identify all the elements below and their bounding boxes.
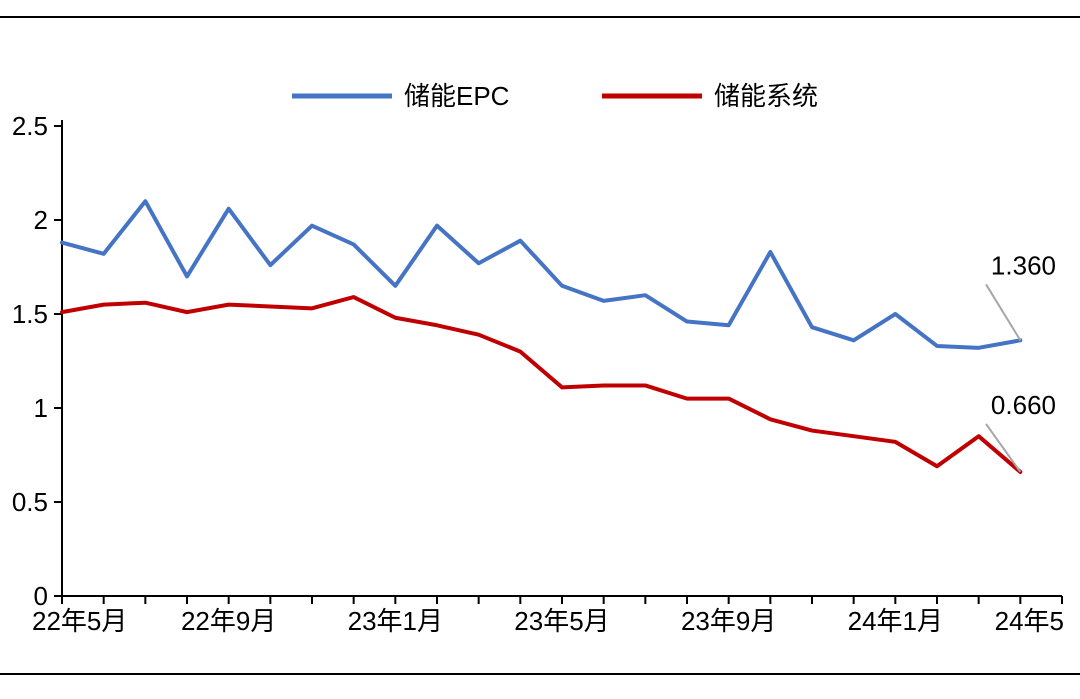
x-tick-label: 23年9月 xyxy=(681,606,776,636)
x-tick-label: 24年1月 xyxy=(848,606,943,636)
series-end-label: 0.660 xyxy=(991,390,1056,420)
x-tick-label: 22年5月 xyxy=(32,606,127,636)
figure-container: 储能EPC储能系统00.511.522.522年5月22年9月23年1月23年5… xyxy=(0,0,1080,699)
y-tick-label: 2.5 xyxy=(12,111,48,141)
x-tick-label: 24年5 xyxy=(995,606,1064,636)
x-tick-label: 23年1月 xyxy=(348,606,443,636)
figure-title xyxy=(0,0,1080,18)
y-tick-label: 0.5 xyxy=(12,487,48,517)
legend-label: 储能EPC xyxy=(404,81,509,111)
legend-label: 储能系统 xyxy=(714,81,818,111)
x-tick-label: 22年9月 xyxy=(181,606,276,636)
y-tick-label: 1 xyxy=(34,393,48,423)
series-line xyxy=(62,297,1020,472)
y-tick-label: 2 xyxy=(34,205,48,235)
y-tick-label: 1.5 xyxy=(12,299,48,329)
series-line xyxy=(62,201,1020,348)
x-tick-label: 23年5月 xyxy=(514,606,609,636)
line-chart: 储能EPC储能系统00.511.522.522年5月22年9月23年1月23年5… xyxy=(0,56,1080,639)
figure-source xyxy=(0,673,1080,699)
series-end-label: 1.360 xyxy=(991,250,1056,280)
chart-area: 储能EPC储能系统00.511.522.522年5月22年9月23年1月23年5… xyxy=(0,56,1080,639)
